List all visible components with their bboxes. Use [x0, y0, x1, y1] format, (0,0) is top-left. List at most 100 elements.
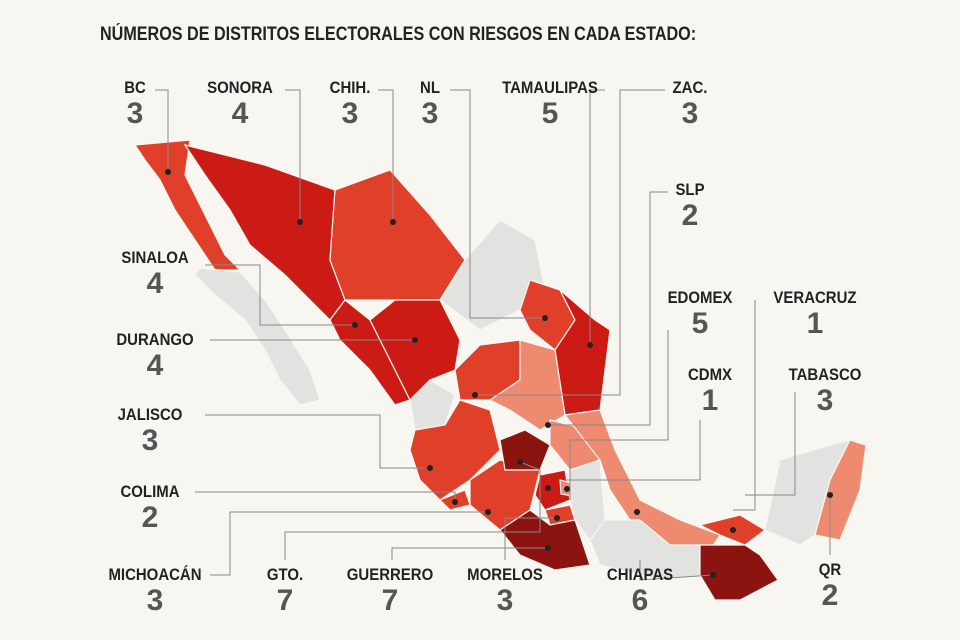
district-count: 3 [816, 384, 834, 417]
state-name: VERACRUZ [773, 288, 857, 307]
state-name: GTO. [266, 565, 304, 584]
leader-line [639, 560, 714, 581]
leader-line [504, 517, 557, 560]
district-count: 3 [341, 97, 359, 130]
dot [587, 342, 593, 348]
leader-line [285, 89, 301, 222]
leader-line [565, 420, 701, 481]
dot [390, 219, 396, 225]
jalisco [409, 399, 501, 501]
state-name: COLIMA [120, 482, 180, 501]
leader-line [475, 89, 665, 396]
state-name: SINALOA [121, 248, 189, 267]
chihuahua [329, 169, 466, 301]
state-label: SINALOA 4 [85, 248, 225, 300]
state-label: DURANGO 4 [85, 330, 225, 382]
state-label: MORELOS 3 [435, 565, 575, 617]
district-count: 2 [681, 199, 699, 232]
state-name: CDMX [687, 365, 733, 384]
dot [412, 337, 418, 343]
dot [545, 545, 551, 551]
state-label: SONORA 4 [170, 78, 310, 130]
dot [564, 486, 570, 492]
state-label: VERACRUZ 1 [745, 288, 885, 340]
district-count: 1 [701, 384, 719, 417]
slp [488, 339, 566, 431]
baja-california [133, 139, 242, 271]
leader-line [450, 89, 545, 319]
district-count: 7 [381, 584, 399, 617]
district-count: 3 [126, 97, 144, 130]
state-name: TAMAULIPAS [502, 78, 598, 97]
state-name: DURANGO [116, 330, 194, 349]
district-count: 3 [146, 584, 164, 617]
states [133, 139, 867, 601]
guerrero [499, 509, 591, 571]
state-dots [165, 169, 833, 578]
dot [352, 322, 358, 328]
dot [827, 492, 833, 498]
dot [554, 515, 560, 521]
leader-line [569, 330, 669, 500]
state-name: NL [420, 78, 440, 97]
veracruz [563, 409, 721, 551]
dot [427, 465, 433, 471]
state-label: BC 3 [65, 78, 205, 130]
dot [485, 509, 491, 515]
leader-line [745, 392, 796, 496]
state-name: CHIH. [329, 78, 371, 97]
state-label: ZAC. 3 [620, 78, 760, 130]
district-count: 3 [496, 584, 514, 617]
leader-line [733, 300, 756, 511]
leader-line [195, 491, 456, 502]
state-label: GUERRERO 7 [320, 565, 460, 617]
state-label: MICHOACÁN 3 [85, 565, 225, 617]
district-count: 5 [691, 307, 709, 340]
dot [634, 509, 640, 515]
quintana-roo [814, 439, 867, 541]
district-count: 3 [141, 424, 159, 457]
district-count: 6 [631, 584, 649, 617]
guanajuato [499, 429, 551, 471]
dot [542, 315, 548, 321]
district-count: 5 [541, 97, 559, 130]
dot [545, 485, 551, 491]
chiapas [699, 544, 779, 601]
leader-lines [155, 89, 831, 581]
state-label: CHIAPAS 6 [570, 565, 710, 617]
state-name: CHIAPAS [606, 565, 674, 584]
dot [710, 572, 716, 578]
state-label: TAMAULIPAS 5 [480, 78, 620, 130]
district-count: 4 [146, 349, 164, 382]
district-count: 1 [806, 307, 824, 340]
district-count: 3 [421, 97, 439, 130]
state-name: SONORA [207, 78, 273, 97]
leader-line [548, 191, 668, 426]
district-count: 2 [141, 501, 159, 534]
state-label: SLP 2 [620, 180, 760, 232]
leader-line [391, 547, 548, 560]
leader-line [205, 264, 355, 326]
district-count: 7 [276, 584, 294, 617]
district-count: 4 [146, 267, 164, 300]
dot [297, 219, 303, 225]
nayarit [409, 379, 456, 431]
state-name: EDOMEX [667, 288, 733, 307]
state-name: BC [124, 78, 146, 97]
state-label: QR 2 [760, 560, 900, 612]
dot [165, 169, 171, 175]
state-label: COLIMA 2 [80, 482, 220, 534]
state-name: GUERRERO [346, 565, 434, 584]
district-count: 4 [231, 97, 249, 130]
state-label: TABASCO 3 [755, 365, 895, 417]
state-name: JALISCO [117, 405, 183, 424]
state-name: QR [818, 560, 842, 579]
dot [452, 499, 458, 505]
dot [730, 527, 736, 533]
state-name: SLP [675, 180, 705, 199]
state-label: CHIH. 3 [280, 78, 420, 130]
state-label: JALISCO 3 [80, 405, 220, 457]
dot [545, 422, 551, 428]
